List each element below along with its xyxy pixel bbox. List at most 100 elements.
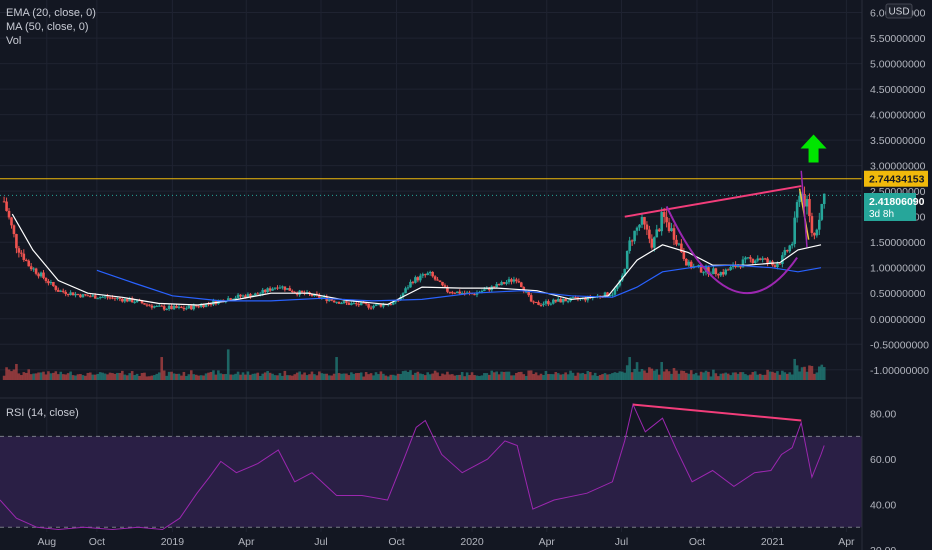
- volume-bar: [591, 375, 595, 380]
- rsi-axis: 80.00 60.00 40.00 20.00: [870, 409, 896, 550]
- candle-body: [160, 305, 164, 307]
- ema-line: [11, 213, 822, 306]
- candle-body: [660, 212, 663, 232]
- volume-bar: [357, 373, 361, 380]
- volume-bar: [182, 371, 186, 380]
- currency-badge[interactable]: [885, 3, 913, 19]
- volume-bar: [520, 371, 523, 380]
- legend-vol[interactable]: Vol: [6, 35, 22, 47]
- volume-bar: [529, 370, 533, 380]
- candle-body: [111, 297, 114, 299]
- candle-body: [431, 271, 434, 277]
- volume-bar: [229, 374, 232, 380]
- candle-body: [487, 287, 491, 291]
- volume-bar: [783, 372, 787, 380]
- volume-bars: [2, 349, 826, 380]
- price-tick-label: -0.50000000: [870, 339, 929, 351]
- candle-body: [347, 302, 351, 305]
- volume-bar: [438, 376, 442, 380]
- candle-body: [795, 202, 799, 218]
- candle-body: [231, 299, 235, 301]
- volume-bar: [522, 374, 526, 380]
- volume-bar: [699, 371, 703, 380]
- volume-bar: [175, 373, 178, 380]
- last-price-label: 2.41806090: [869, 196, 925, 208]
- volume-bar: [510, 375, 513, 380]
- volume-bar: [805, 371, 809, 380]
- volume-bar: [256, 372, 260, 380]
- volume-bar: [761, 374, 764, 380]
- candle-body: [320, 297, 324, 299]
- candle-body: [37, 273, 40, 277]
- candle-body: [34, 268, 38, 274]
- volume-bar: [763, 374, 767, 380]
- candle-body: [101, 296, 104, 298]
- volume-bar: [42, 371, 45, 380]
- candle-body: [667, 222, 671, 232]
- candle-body: [446, 286, 449, 292]
- volume-bar: [394, 375, 397, 380]
- volume-bar: [739, 372, 742, 380]
- candle-body: [623, 268, 627, 276]
- candle-body: [286, 288, 289, 290]
- volume-bar: [409, 370, 412, 380]
- volume-bar: [27, 369, 31, 380]
- candle-body: [125, 298, 129, 302]
- time-tick-label: Jul: [314, 536, 327, 548]
- volume-bar: [603, 373, 607, 380]
- volume-bar: [547, 374, 550, 380]
- volume-bar: [197, 375, 200, 380]
- up-arrow-icon: [800, 134, 827, 163]
- volume-bar: [507, 371, 511, 380]
- volume-bar: [465, 372, 469, 380]
- volume-bar: [145, 376, 149, 380]
- legend-ema[interactable]: EMA (20, close, 0): [6, 7, 96, 19]
- volume-bar: [586, 370, 590, 380]
- volume-bar: [236, 371, 240, 380]
- candle-body: [22, 253, 26, 260]
- candle-body: [520, 282, 523, 288]
- volume-bar: [815, 372, 819, 380]
- volume-bar: [433, 370, 437, 380]
- legend-rsi[interactable]: RSI (14, close): [6, 407, 79, 419]
- volume-bar: [712, 369, 715, 380]
- candle-body: [182, 307, 186, 310]
- volume-bar: [209, 371, 213, 380]
- volume-bar: [347, 375, 351, 380]
- candlesticks: [2, 186, 826, 311]
- candle-body: [330, 299, 333, 301]
- volume-bar: [810, 365, 814, 380]
- candle-body: [793, 217, 796, 244]
- candle-body: [81, 294, 85, 298]
- candle-body: [810, 216, 814, 233]
- volume-bar: [564, 372, 567, 380]
- candle-body: [517, 281, 521, 283]
- volume-bar: [455, 375, 459, 380]
- candle-body: [571, 297, 575, 299]
- candle-body: [273, 287, 277, 289]
- candle-body: [554, 299, 558, 302]
- volume-bar: [39, 372, 43, 380]
- volume-bar: [749, 374, 752, 380]
- volume-bar: [273, 375, 277, 380]
- volume-bar: [566, 374, 570, 380]
- candle-body: [500, 282, 503, 286]
- candle-body: [263, 289, 267, 293]
- candle-body: [539, 304, 543, 306]
- candle-body: [502, 282, 506, 284]
- candle-body: [165, 308, 168, 310]
- volume-bar: [470, 372, 474, 380]
- volume-bar: [185, 376, 188, 380]
- volume-bar: [717, 376, 720, 380]
- volume-bar: [379, 371, 383, 380]
- candle-body: [382, 304, 385, 307]
- candle-body: [813, 232, 816, 236]
- candle-body: [140, 300, 144, 304]
- legend-ma[interactable]: MA (50, close, 0): [6, 21, 89, 33]
- candle-body: [423, 274, 427, 276]
- volume-bar: [687, 373, 691, 380]
- candle-body: [364, 302, 368, 305]
- volume-bar: [613, 372, 617, 380]
- price-tick-label: -1.00000000: [870, 365, 929, 377]
